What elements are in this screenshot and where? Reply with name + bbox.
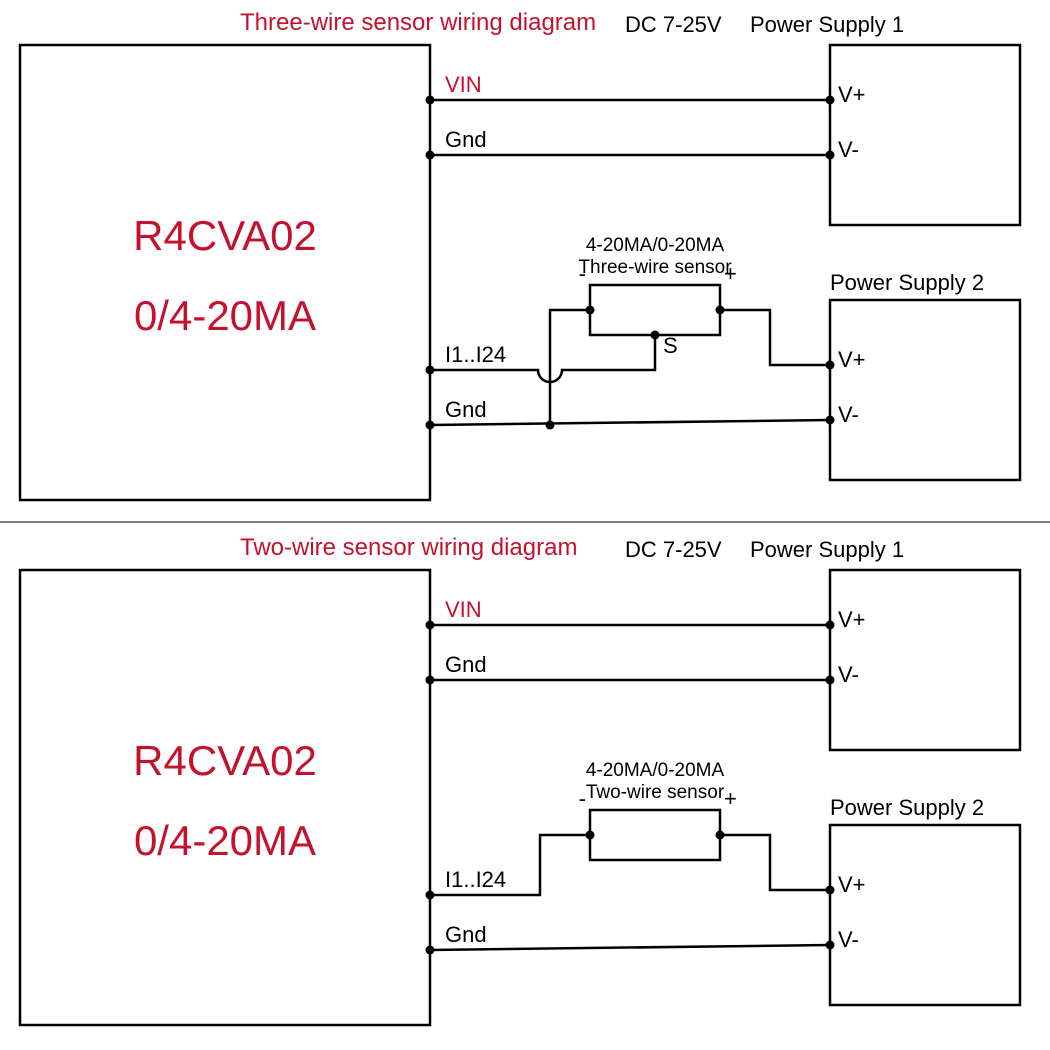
ps2-label: Power Supply 2 xyxy=(830,270,984,295)
sensor-s: S xyxy=(663,333,678,358)
ps1-vplus: V+ xyxy=(838,82,866,107)
ps2-label: Power Supply 2 xyxy=(830,795,984,820)
vin-label: VIN xyxy=(445,72,482,97)
module-range: 0/4-20MA xyxy=(134,292,316,339)
ps1-vplus: V+ xyxy=(838,607,866,632)
gnd1-label: Gnd xyxy=(445,127,487,152)
ps1-box xyxy=(830,45,1020,225)
ps2-vplus: V+ xyxy=(838,347,866,372)
diagram-title: Two-wire sensor wiring diagram xyxy=(240,534,577,561)
gnd1-label: Gnd xyxy=(445,652,487,677)
diagram-title: Three-wire sensor wiring diagram xyxy=(240,9,596,36)
sensor-line2: Three-wire sensor xyxy=(578,257,732,278)
sensor-line1: 4-20MA/0-20MA xyxy=(586,760,725,781)
io-label: I1..I24 xyxy=(445,342,506,367)
ps-voltage: DC 7-25V xyxy=(625,12,722,37)
ps1-vminus: V- xyxy=(838,662,859,687)
diagram-three-wire: Three-wire sensor wiring diagram DC 7-25V… xyxy=(20,9,1020,500)
ps2-box xyxy=(830,825,1020,1005)
vin-label: VIN xyxy=(445,597,482,622)
ps1-label: Power Supply 1 xyxy=(750,537,904,562)
ps-voltage: DC 7-25V xyxy=(625,537,722,562)
ps1-vminus: V- xyxy=(838,137,859,162)
module-name: R4CVA02 xyxy=(133,737,317,784)
ps2-vminus: V- xyxy=(838,402,859,427)
sensor-box xyxy=(590,810,720,860)
module-range: 0/4-20MA xyxy=(134,817,316,864)
gnd2-label: Gnd xyxy=(445,397,487,422)
sensor-plus: + xyxy=(724,786,737,811)
diagram-two-wire: Two-wire sensor wiring diagram DC 7-25V Po… xyxy=(20,534,1020,1025)
module-name: R4CVA02 xyxy=(133,212,317,259)
sensor-minus: - xyxy=(579,786,586,811)
ps2-vminus: V- xyxy=(838,927,859,952)
gnd2-label: Gnd xyxy=(445,922,487,947)
sensor-line2: Two-wire sensor xyxy=(586,782,725,803)
ps1-label: Power Supply 1 xyxy=(750,12,904,37)
module-box xyxy=(20,45,430,500)
io-label: I1..I24 xyxy=(445,867,506,892)
ps1-box xyxy=(830,570,1020,750)
sensor-minus: - xyxy=(579,261,586,286)
module-box xyxy=(20,570,430,1025)
sensor-box xyxy=(590,285,720,335)
ps2-vplus: V+ xyxy=(838,872,866,897)
sensor-plus: + xyxy=(724,261,737,286)
ps2-box xyxy=(830,300,1020,480)
sensor-line1: 4-20MA/0-20MA xyxy=(586,235,725,256)
